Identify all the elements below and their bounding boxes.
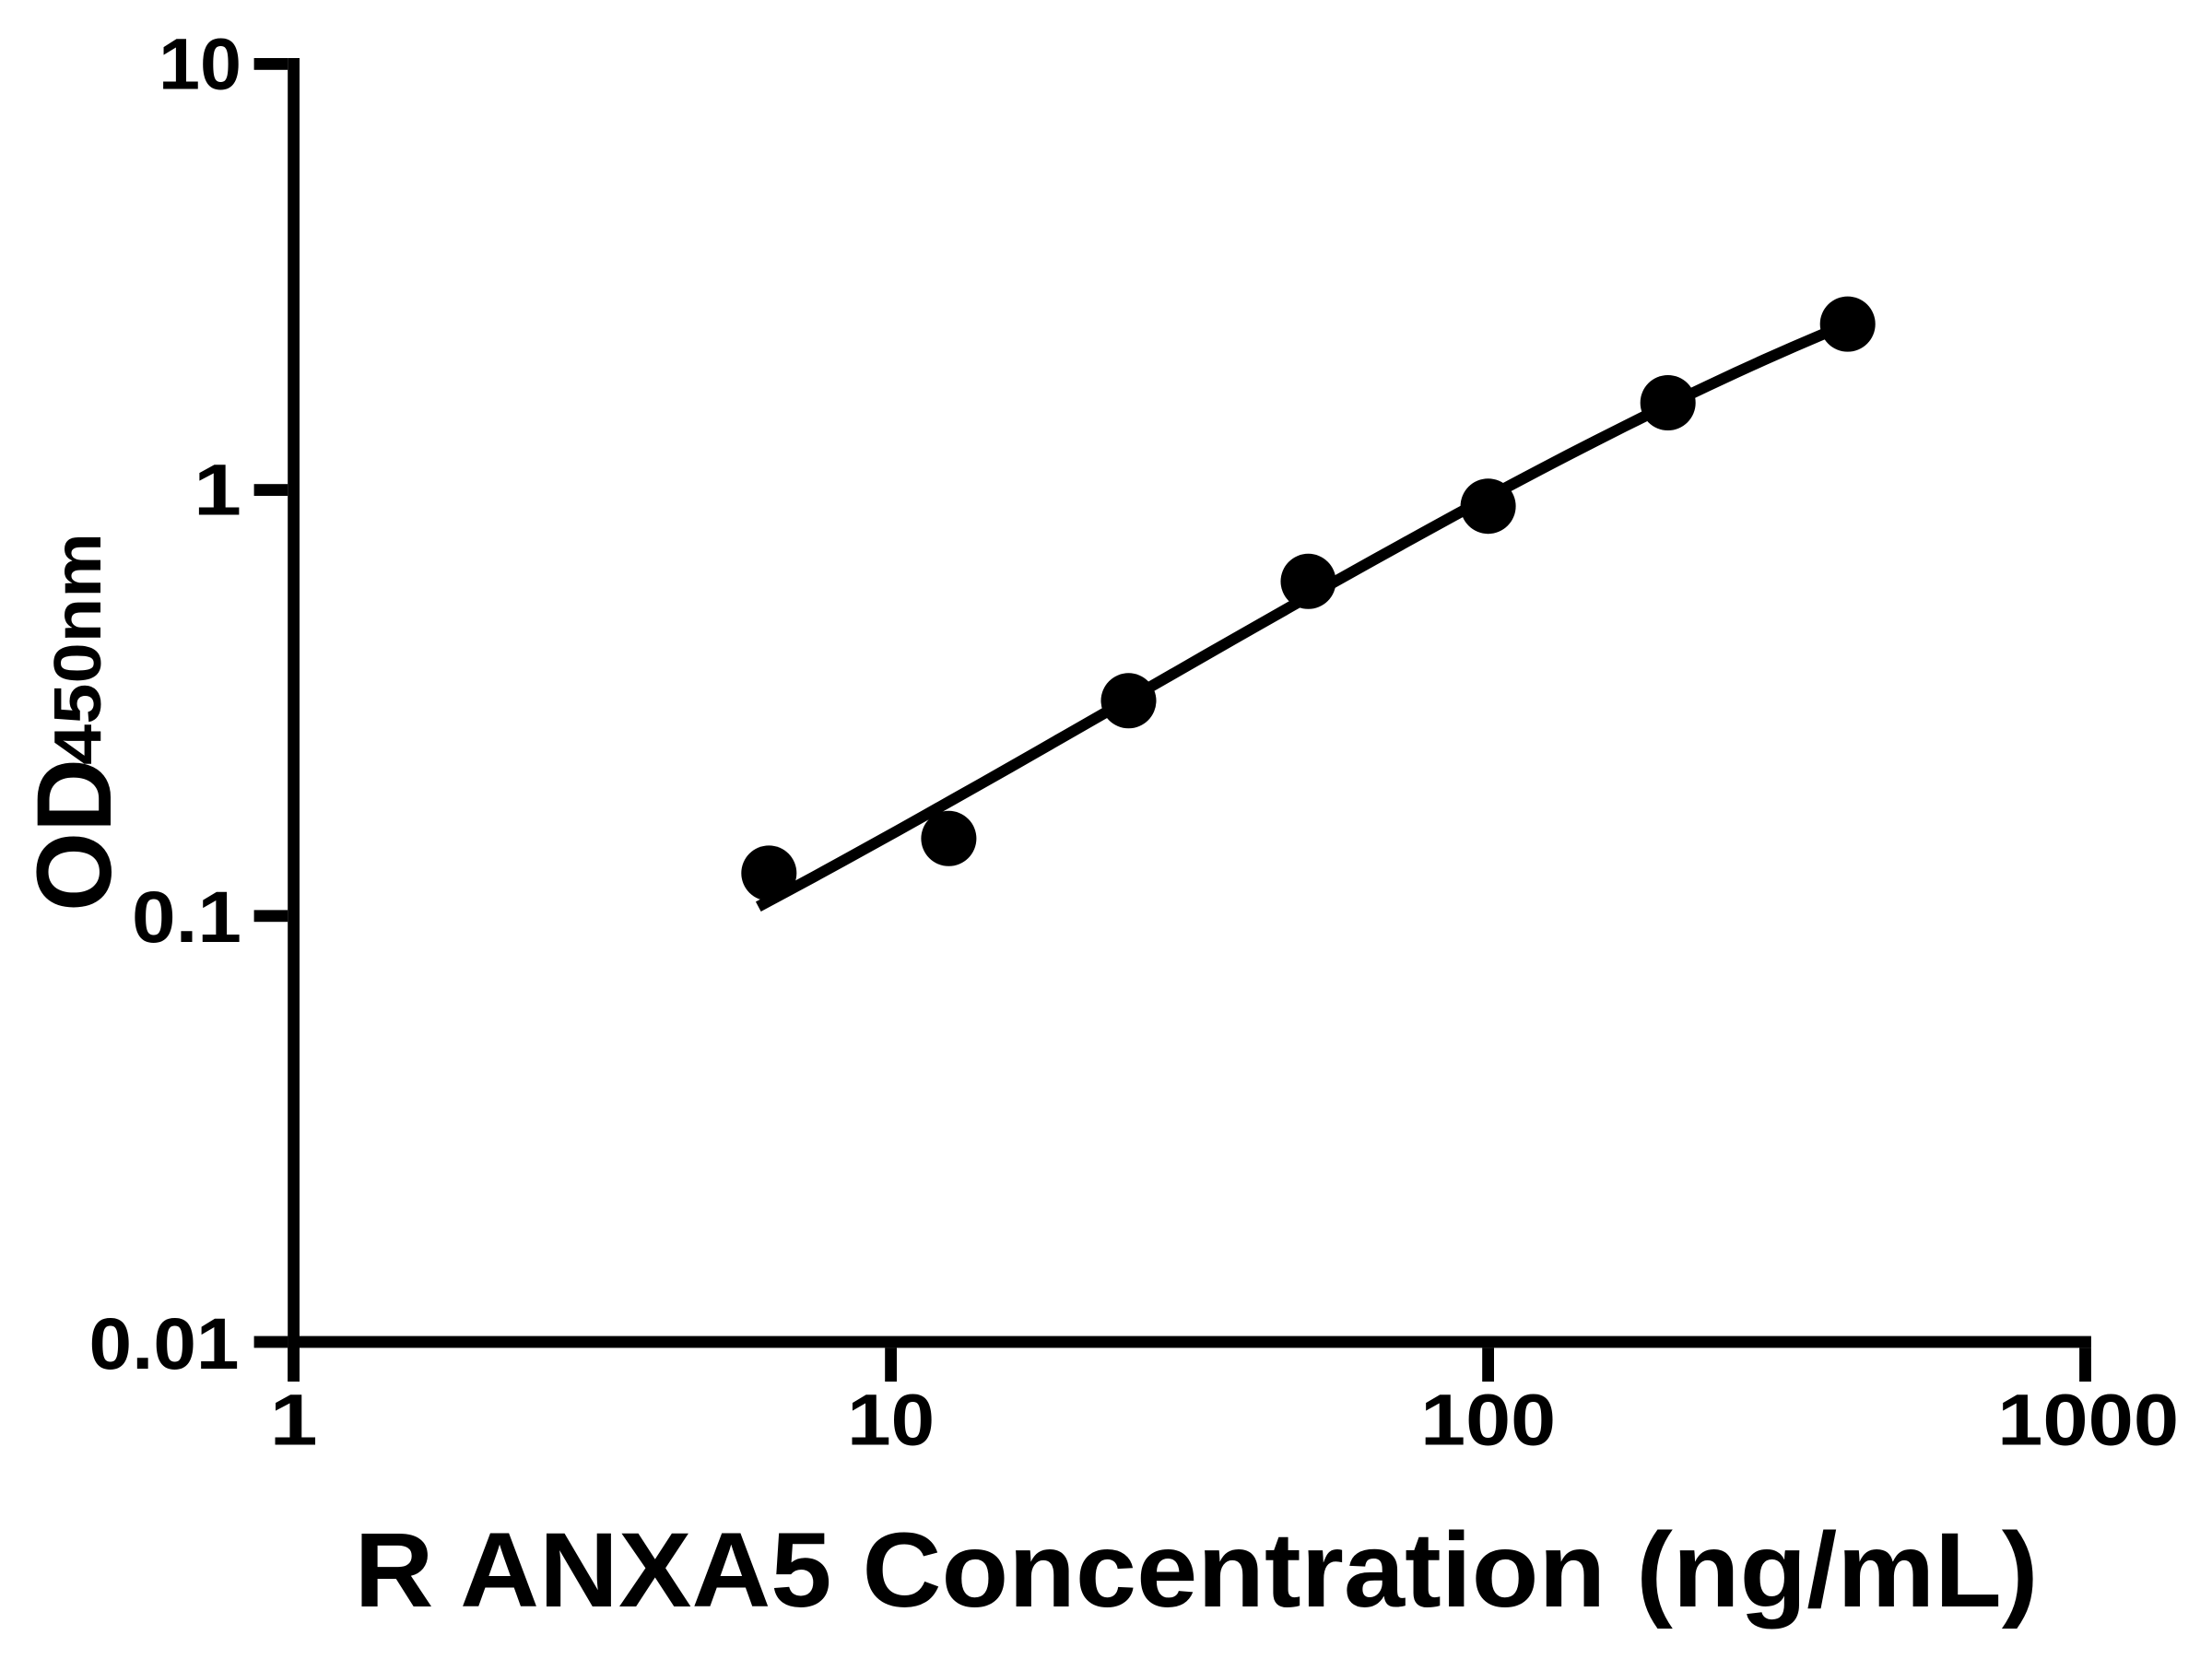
svg-text:1: 1 bbox=[270, 1380, 318, 1461]
svg-text:1: 1 bbox=[194, 450, 241, 531]
svg-text:100: 100 bbox=[1420, 1380, 1556, 1461]
svg-text:10: 10 bbox=[847, 1380, 935, 1461]
svg-text:OD: OD bbox=[16, 759, 134, 912]
svg-text:10: 10 bbox=[159, 23, 241, 104]
svg-text:R ANXA5 Concentration (ng/mL): R ANXA5 Concentration (ng/mL) bbox=[355, 1512, 2039, 1630]
svg-text:450nm: 450nm bbox=[41, 533, 115, 765]
svg-text:1000: 1000 bbox=[1997, 1380, 2179, 1461]
svg-text:0.1: 0.1 bbox=[132, 877, 241, 958]
svg-text:0.01: 0.01 bbox=[89, 1303, 240, 1384]
